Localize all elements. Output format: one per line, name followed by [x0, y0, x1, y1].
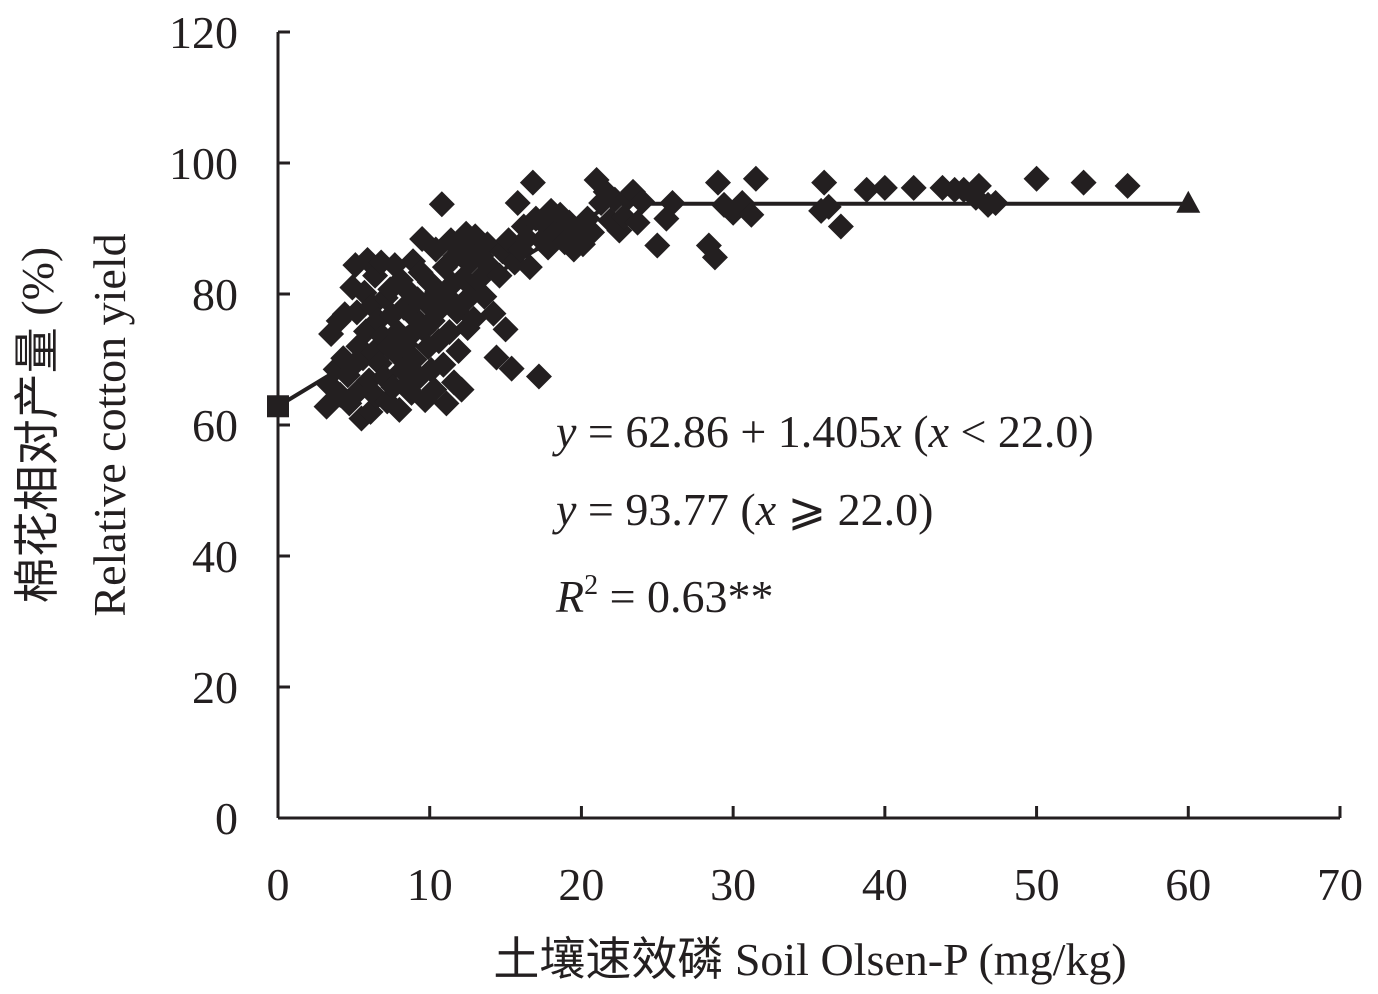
data-point [738, 201, 765, 228]
data-point [513, 225, 540, 252]
data-point [436, 318, 463, 345]
data-point [483, 344, 510, 371]
data-point [982, 189, 1009, 216]
data-point [701, 244, 728, 271]
fit-end-marker [1176, 190, 1201, 213]
data-point [460, 305, 487, 332]
data-point [659, 189, 686, 216]
data-points [313, 165, 1141, 432]
x-tick-label: 10 [407, 859, 453, 910]
data-point [811, 169, 838, 196]
data-point [900, 174, 927, 201]
data-point [579, 219, 606, 246]
data-point [525, 363, 552, 390]
data-point [486, 262, 513, 289]
data-point [504, 189, 531, 216]
x-tick-label: 20 [558, 859, 604, 910]
data-point [629, 188, 656, 215]
data-point [445, 337, 472, 364]
data-point [624, 209, 651, 236]
x-tick-label: 50 [1014, 859, 1060, 910]
data-point [1114, 172, 1141, 199]
y-tick-label: 0 [215, 793, 238, 844]
data-point [516, 254, 543, 281]
data-point [871, 174, 898, 201]
data-point [480, 300, 507, 327]
fit-endpoints [267, 190, 1201, 418]
data-point [644, 232, 671, 259]
y-axis-ticks: 0 20 40 60 80 100 120 [169, 7, 290, 844]
data-point [1070, 169, 1097, 196]
data-point [965, 172, 992, 199]
data-point [1023, 165, 1050, 192]
x-axis-title: 土壤速效磷 Soil Olsen-P (mg/kg) [493, 934, 1126, 985]
equation-line-1: y = 62.86 + 1.405x (x < 22.0) [552, 406, 1094, 457]
x-tick-label: 30 [710, 859, 756, 910]
data-point [448, 376, 475, 403]
r-squared: R2 = 0.63** [555, 570, 774, 622]
x-tick-label: 40 [862, 859, 908, 910]
y-tick-label: 20 [192, 662, 238, 713]
x-tick-label: 70 [1317, 859, 1363, 910]
data-point [386, 396, 413, 423]
y-tick-label: 80 [192, 269, 238, 320]
x-tick-label: 60 [1165, 859, 1211, 910]
regression-equations: y = 62.86 + 1.405x (x < 22.0) y = 93.77 … [552, 406, 1094, 622]
data-point [704, 169, 731, 196]
data-point [428, 191, 455, 218]
data-point [433, 390, 460, 417]
y-axis-title: Relative cotton yield 棉花相对产量 (%) [12, 233, 135, 616]
y-tick-label: 100 [169, 138, 238, 189]
y-tick-label: 40 [192, 531, 238, 582]
data-point [498, 355, 525, 382]
x-axis-ticks: 0 10 20 30 40 50 60 70 [267, 806, 1363, 910]
data-point [401, 346, 428, 373]
data-point [827, 213, 854, 240]
data-point [815, 193, 842, 220]
data-point [742, 165, 769, 192]
data-point [519, 169, 546, 196]
data-point [430, 351, 457, 378]
data-point [489, 238, 516, 265]
data-point [492, 316, 519, 343]
y-tick-label: 60 [192, 400, 238, 451]
y-tick-label: 120 [169, 7, 238, 58]
data-point [853, 176, 880, 203]
x-tick-label: 0 [267, 859, 290, 910]
equation-line-2: y = 93.77 (x ⩾ 22.0) [552, 484, 933, 535]
y-axis-title-cn: 棉花相对产量 (%) [12, 247, 63, 603]
fit-start-marker [267, 395, 289, 418]
data-point [471, 283, 498, 310]
y-axis-title-en: Relative cotton yield [84, 233, 135, 616]
